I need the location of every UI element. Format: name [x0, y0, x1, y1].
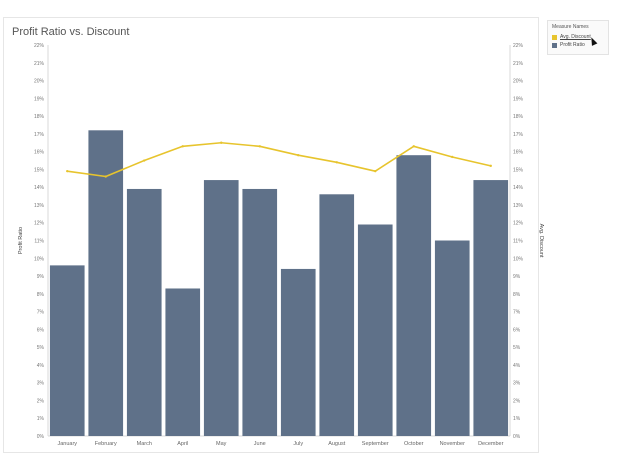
left-y-tick-label: 18%: [34, 114, 45, 120]
bar-september: [357, 224, 393, 436]
avg-discount-point-july: [297, 153, 300, 157]
bar-may: [203, 180, 239, 436]
left-y-tick-label: 22%: [34, 43, 45, 49]
avg-discount-point-june: [258, 145, 261, 148]
x-tick-label: April: [177, 441, 188, 447]
right-y-tick-label: 21%: [513, 61, 524, 67]
left-y-tick-label: 14%: [34, 185, 45, 191]
left-y-tick-label: 13%: [34, 203, 45, 209]
right-y-tick-label: 4%: [513, 363, 521, 369]
legend-label-profit-ratio: Profit Ratio: [560, 42, 585, 48]
legend-label-avg-discount: Avg. Discount: [560, 34, 591, 40]
legend-swatch-profit-ratio: [552, 42, 557, 48]
right-y-tick-label: 6%: [513, 327, 521, 333]
left-y-tick-label: 6%: [37, 327, 45, 333]
x-tick-label: January: [57, 441, 77, 447]
legend-title: Measure Names: [552, 24, 589, 30]
right-y-tick-label: 13%: [513, 203, 524, 209]
left-y-tick-label: 7%: [37, 310, 45, 316]
legend: Measure Names Avg. Discount Profit Ratio: [547, 20, 609, 55]
bar-december: [473, 180, 509, 436]
avg-discount-point-october: [412, 145, 415, 148]
right-y-tick-label: 22%: [513, 43, 524, 49]
avg-discount-point-september: [374, 169, 377, 173]
left-y-tick-label: 4%: [37, 363, 45, 369]
legend-swatch-avg-discount: [552, 34, 557, 40]
avg-discount-point-april: [181, 145, 184, 148]
left-y-tick-label: 16%: [34, 150, 45, 156]
left-y-tick-label: 11%: [34, 239, 44, 245]
left-y-tick-label: 15%: [34, 167, 45, 173]
left-y-tick-label: 20%: [34, 79, 45, 85]
right-y-tick-label: 8%: [513, 292, 521, 298]
avg-discount-point-january: [66, 169, 69, 173]
right-y-tick-label: 19%: [513, 96, 524, 102]
bar-april: [165, 288, 201, 436]
right-y-tick-label: 5%: [513, 345, 521, 351]
x-tick-label: June: [254, 441, 266, 447]
x-tick-label: February: [95, 441, 117, 447]
right-y-tick-label: 0%: [513, 434, 521, 440]
x-tick-label: December: [478, 441, 504, 447]
x-tick-label: March: [137, 441, 152, 447]
left-y-tick-label: 9%: [37, 274, 45, 280]
avg-discount-point-may: [220, 141, 223, 144]
bar-november: [434, 240, 470, 436]
right-y-tick-label: 14%: [513, 185, 524, 191]
right-y-tick-label: 15%: [513, 167, 524, 173]
left-y-tick-label: 3%: [37, 381, 45, 387]
bar-february: [88, 130, 124, 437]
left-y-tick-label: 19%: [34, 96, 45, 102]
left-axis-title: Profit Ratio: [18, 227, 24, 254]
x-tick-label: November: [440, 441, 466, 447]
avg-discount-point-august: [335, 161, 338, 164]
bar-october: [396, 155, 432, 436]
avg-discount-point-november: [451, 155, 454, 159]
bar-january: [49, 265, 85, 436]
right-y-tick-label: 9%: [513, 274, 521, 280]
right-y-tick-label: 1%: [513, 416, 521, 422]
right-y-tick-label: 12%: [513, 221, 524, 227]
right-axis-title: Avg. Discount: [538, 224, 544, 258]
avg-discount-point-february: [104, 175, 107, 178]
right-y-tick-label: 17%: [513, 132, 524, 138]
right-y-tick-label: 18%: [513, 114, 524, 120]
left-y-tick-label: 0%: [37, 434, 45, 440]
bar-march: [126, 188, 162, 436]
left-y-tick-label: 12%: [34, 221, 45, 227]
left-y-tick-label: 8%: [37, 292, 45, 298]
left-y-tick-label: 10%: [34, 256, 45, 262]
legend-item-profit-ratio[interactable]: Profit Ratio: [552, 42, 604, 48]
x-tick-label: May: [216, 441, 227, 447]
left-y-tick-label: 2%: [37, 398, 45, 404]
avg-discount-point-march: [143, 159, 146, 162]
bar-june: [242, 188, 278, 436]
right-y-tick-label: 16%: [513, 150, 524, 156]
x-tick-label: July: [293, 441, 303, 447]
left-y-tick-label: 17%: [34, 132, 45, 138]
left-y-tick-label: 5%: [37, 345, 45, 351]
legend-item-avg-discount[interactable]: Avg. Discount: [552, 34, 604, 40]
left-y-tick-label: 21%: [34, 61, 45, 67]
left-y-tick-label: 1%: [37, 416, 45, 422]
avg-discount-point-december: [489, 164, 492, 168]
right-y-tick-label: 20%: [513, 79, 524, 85]
right-y-tick-label: 3%: [513, 381, 521, 387]
chart-title: Profit Ratio vs. Discount: [12, 26, 130, 38]
right-y-tick-label: 11%: [513, 239, 523, 245]
bar-july: [280, 268, 316, 436]
x-tick-label: August: [328, 441, 346, 447]
chart-frame: [3, 17, 539, 453]
right-y-tick-label: 10%: [513, 256, 524, 262]
x-tick-label: October: [404, 441, 424, 447]
right-y-tick-label: 7%: [513, 310, 521, 316]
avg-discount-line: [67, 141, 491, 178]
bar-august: [319, 194, 355, 436]
right-y-tick-label: 2%: [513, 398, 521, 404]
x-tick-label: September: [362, 441, 389, 447]
